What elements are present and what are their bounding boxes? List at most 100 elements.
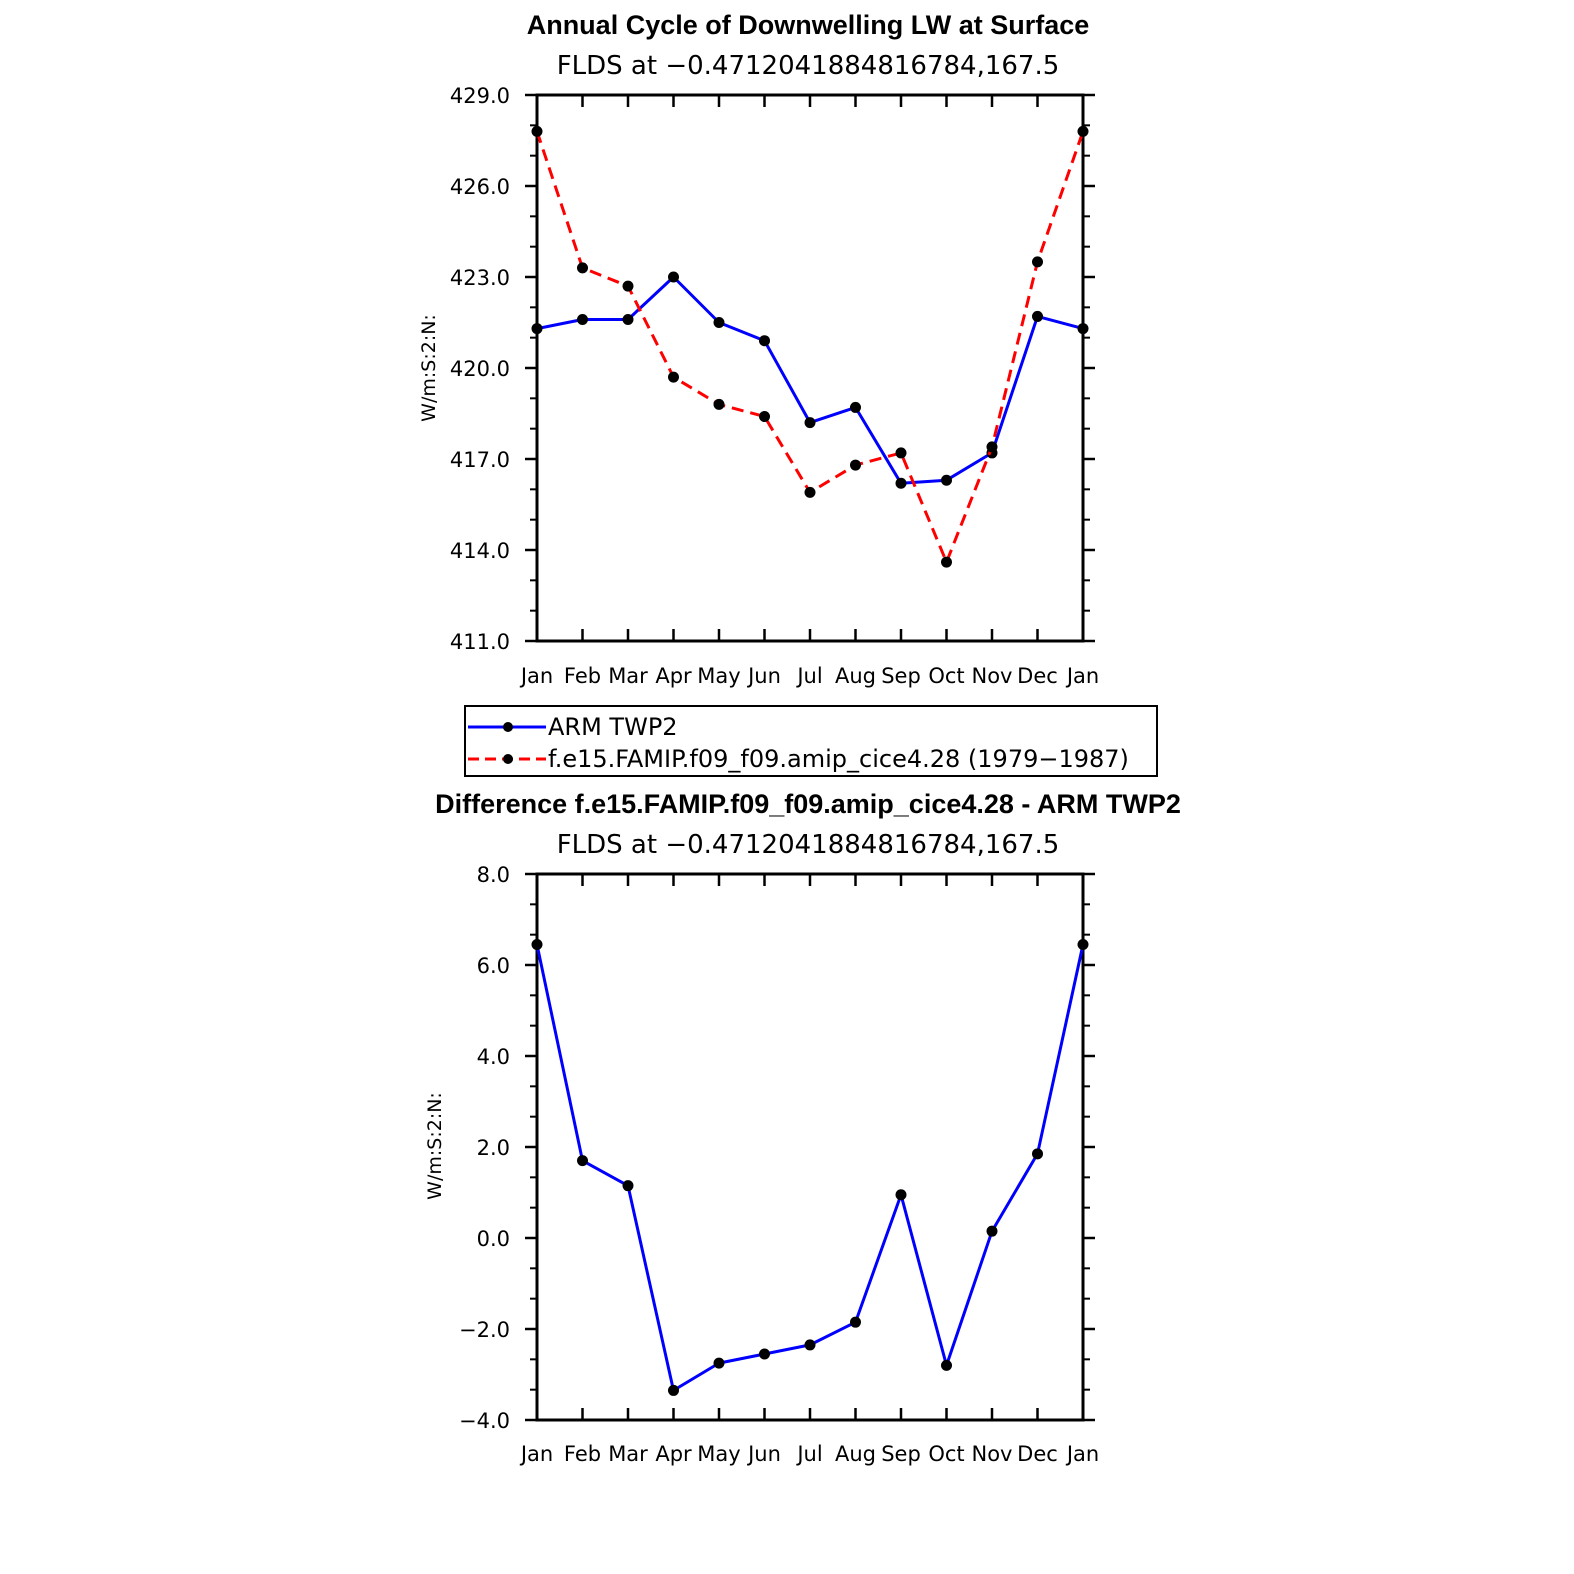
axis-ticks	[525, 93, 1095, 643]
data-point	[713, 398, 725, 410]
x-tick-label: Nov	[972, 1442, 1013, 1466]
chart-title: Annual Cycle of Downwelling LW at Surfac…	[527, 10, 1090, 40]
x-tick-label: Sep	[881, 1442, 921, 1466]
data-series	[531, 125, 1089, 568]
data-point	[1077, 125, 1089, 137]
legend-box	[464, 705, 1158, 777]
data-point	[941, 556, 952, 568]
legend-marker-model	[503, 754, 513, 764]
data-point	[986, 441, 998, 453]
x-tick-label: Jun	[746, 1442, 781, 1466]
data-point	[804, 1339, 816, 1351]
legend-label-arm: ARM TWP2	[548, 713, 678, 741]
data-series	[531, 939, 1089, 1396]
x-tick-label: Feb	[564, 1442, 601, 1466]
x-tick-label: May	[697, 664, 740, 688]
data-point	[622, 280, 634, 292]
x-tick-label: Apr	[655, 664, 692, 688]
data-point	[531, 323, 543, 335]
x-tick-label: Mar	[608, 664, 648, 688]
x-tick-label: Apr	[655, 1442, 692, 1466]
data-point	[713, 317, 725, 328]
y-tick-label: 8.0	[477, 863, 510, 887]
series-line-0	[535, 944, 1085, 1392]
y-tick-label: 0.0	[477, 1227, 510, 1251]
y-tick-label: 4.0	[477, 1045, 510, 1069]
chart-subtitle: FLDS at −0.4712041884816784,167.5	[557, 830, 1060, 860]
y-tick-label: 414.0	[450, 539, 510, 563]
data-point	[850, 1316, 861, 1328]
y-tick-labels: 411.0 414.0 417.0 420.0 423.0 426.0 429.0	[450, 84, 510, 654]
y-tick-label: 411.0	[450, 630, 510, 654]
x-tick-label: Jun	[746, 664, 781, 688]
legend-label-model: f.e15.FAMIP.f09_f09.amip_cice4.28 (1979−…	[548, 745, 1129, 773]
data-point	[850, 401, 861, 413]
data-point	[895, 447, 907, 459]
data-point	[759, 1348, 770, 1360]
data-point	[668, 371, 679, 383]
data-point	[895, 1189, 907, 1201]
y-tick-label: 420.0	[450, 357, 510, 381]
data-point	[759, 335, 770, 347]
x-tick-label: Jan	[519, 1442, 553, 1466]
data-point	[577, 262, 588, 274]
plot-frame	[535, 872, 1085, 1422]
data-point	[622, 1180, 634, 1192]
x-tick-label: Feb	[564, 664, 601, 688]
chart-title: Difference f.e15.FAMIP.f09_f09.amip_cice…	[435, 789, 1181, 819]
data-point	[531, 125, 543, 137]
data-point	[941, 1359, 952, 1371]
axis-ticks	[525, 872, 1095, 1422]
x-tick-labels: Jan Feb Mar Apr May Jun Jul Aug Sep Oct Nov Dec Jan	[519, 664, 1099, 688]
data-point	[531, 939, 543, 951]
data-point	[1032, 256, 1043, 268]
x-tick-labels: Jan Feb Mar Apr May Jun Jul Aug Sep Oct Nov Dec Jan	[519, 1442, 1099, 1466]
x-tick-label: Jan	[519, 664, 553, 688]
x-tick-label: May	[697, 1442, 740, 1466]
x-tick-label: Aug	[835, 1442, 876, 1466]
x-tick-label: Mar	[608, 1442, 648, 1466]
x-tick-label: Aug	[835, 664, 876, 688]
data-point	[577, 1155, 588, 1167]
data-point	[895, 477, 907, 489]
y-tick-label: 426.0	[450, 175, 510, 199]
y-axis-label: W/m:S:2:N:	[424, 1092, 446, 1200]
x-tick-label: Dec	[1017, 1442, 1058, 1466]
series-line-0	[536, 275, 1084, 485]
x-tick-label: Dec	[1017, 664, 1058, 688]
x-tick-label: Sep	[881, 664, 921, 688]
y-tick-label: 423.0	[450, 266, 510, 290]
y-tick-label: 2.0	[477, 1136, 510, 1160]
data-point	[668, 271, 679, 283]
data-point	[986, 1225, 998, 1237]
x-tick-label: Jul	[795, 664, 822, 688]
plot-frame	[535, 93, 1085, 643]
y-tick-labels: −4.0 −2.0 0.0 2.0 4.0 6.0 8.0	[459, 863, 510, 1433]
y-tick-label: 429.0	[450, 84, 510, 108]
data-point	[668, 1384, 679, 1396]
legend-marker-arm	[503, 722, 513, 732]
data-point	[1077, 939, 1089, 951]
x-tick-label: Jan	[1065, 664, 1099, 688]
x-tick-label: Nov	[972, 664, 1013, 688]
data-point	[1032, 1148, 1043, 1160]
x-tick-label: Oct	[928, 1442, 964, 1466]
x-tick-label: Oct	[928, 664, 964, 688]
chart-subtitle: FLDS at −0.4712041884816784,167.5	[557, 51, 1060, 81]
legend: ARM TWP2 f.e15.FAMIP.f09_f09.amip_cice4.…	[464, 705, 1158, 777]
y-tick-label: 6.0	[477, 954, 510, 978]
x-tick-label: Jul	[795, 1442, 822, 1466]
data-point	[804, 417, 816, 429]
y-tick-label: −2.0	[459, 1318, 510, 1342]
x-tick-label: Jan	[1065, 1442, 1099, 1466]
y-tick-label: 417.0	[450, 448, 510, 472]
data-point	[804, 486, 816, 498]
annual-cycle-chart: Annual Cycle of Downwelling LW at Surfac…	[418, 10, 1099, 688]
data-point	[577, 313, 588, 325]
y-tick-label: −4.0	[459, 1409, 510, 1433]
data-point	[1032, 310, 1043, 322]
data-point	[622, 313, 634, 325]
data-point	[759, 411, 770, 423]
data-point	[850, 459, 861, 471]
